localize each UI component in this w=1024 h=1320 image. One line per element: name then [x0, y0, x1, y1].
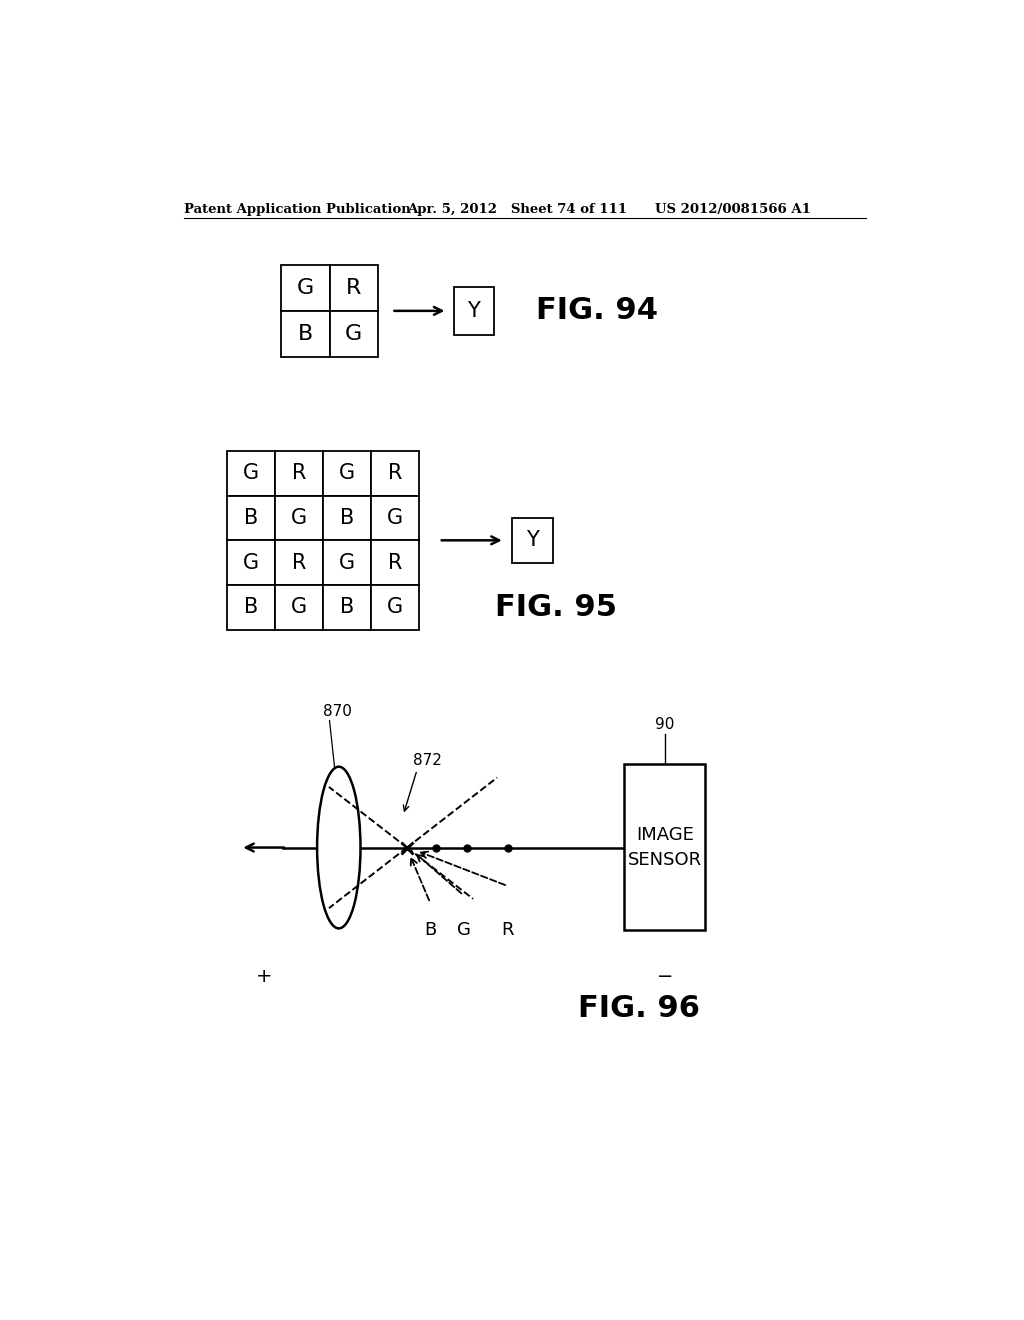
Bar — [454, 286, 494, 335]
Bar — [282, 312, 330, 358]
Text: G: G — [339, 463, 355, 483]
Text: B: B — [298, 323, 313, 345]
Text: G: G — [345, 323, 362, 345]
Text: G: G — [339, 553, 355, 573]
Text: FIG. 96: FIG. 96 — [579, 994, 700, 1023]
Text: B: B — [424, 921, 436, 939]
Bar — [372, 496, 420, 540]
Bar — [275, 451, 324, 495]
Text: G: G — [297, 277, 314, 298]
Text: R: R — [292, 553, 306, 573]
Bar — [275, 585, 324, 630]
Text: Y: Y — [467, 301, 480, 321]
Text: G: G — [457, 921, 470, 939]
Text: 90: 90 — [655, 717, 675, 733]
Bar — [512, 517, 553, 562]
Bar — [372, 540, 420, 585]
Text: R: R — [388, 463, 402, 483]
Text: US 2012/0081566 A1: US 2012/0081566 A1 — [655, 203, 811, 216]
Bar — [275, 540, 324, 585]
Text: G: G — [291, 508, 307, 528]
Text: +: + — [255, 966, 272, 986]
Bar — [275, 496, 324, 540]
Bar — [624, 764, 706, 929]
Text: −: − — [656, 966, 673, 986]
Text: G: G — [243, 553, 259, 573]
Bar — [227, 540, 275, 585]
Bar — [324, 585, 372, 630]
Bar — [282, 264, 330, 312]
Text: R: R — [292, 463, 306, 483]
Text: 870: 870 — [324, 704, 352, 719]
Ellipse shape — [317, 767, 360, 928]
Text: B: B — [340, 508, 354, 528]
Text: Patent Application Publication: Patent Application Publication — [183, 203, 411, 216]
Text: B: B — [244, 598, 258, 618]
Text: 872: 872 — [414, 754, 442, 768]
Text: G: G — [387, 598, 403, 618]
Text: FIG. 95: FIG. 95 — [495, 594, 616, 623]
Text: Y: Y — [526, 531, 539, 550]
Bar — [324, 540, 372, 585]
Text: Apr. 5, 2012   Sheet 74 of 111: Apr. 5, 2012 Sheet 74 of 111 — [407, 203, 627, 216]
Bar — [227, 585, 275, 630]
Text: B: B — [340, 598, 354, 618]
Text: G: G — [243, 463, 259, 483]
Bar — [227, 451, 275, 495]
Bar — [324, 496, 372, 540]
Bar — [330, 312, 378, 358]
Text: IMAGE
SENSOR: IMAGE SENSOR — [628, 826, 701, 869]
Text: G: G — [291, 598, 307, 618]
Bar — [324, 451, 372, 495]
Text: FIG. 94: FIG. 94 — [537, 297, 658, 325]
Bar — [330, 264, 378, 312]
Text: B: B — [244, 508, 258, 528]
Text: G: G — [387, 508, 403, 528]
Text: R: R — [388, 553, 402, 573]
Text: R: R — [502, 921, 514, 939]
Bar — [372, 451, 420, 495]
Text: R: R — [346, 277, 361, 298]
Bar — [227, 496, 275, 540]
Bar — [372, 585, 420, 630]
